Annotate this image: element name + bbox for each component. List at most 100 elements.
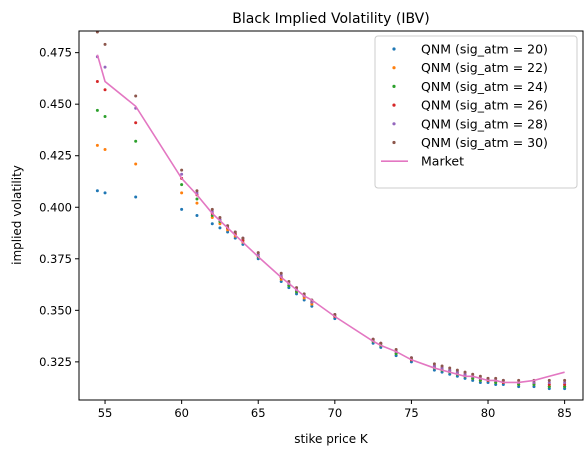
- qnm-point-5: [463, 372, 467, 376]
- legend-label-2: QNM (sig_atm = 22): [421, 60, 548, 75]
- x-tick-label: 55: [98, 406, 113, 420]
- qnm-point-1: [195, 214, 199, 217]
- qnm-point-6: [440, 364, 444, 368]
- qnm-point-3: [532, 383, 536, 387]
- legend: QNM (sig_atm = 20) QNM (sig_atm = 22) QNM …: [374, 35, 578, 189]
- y-tick-label: 0.400: [39, 200, 72, 214]
- qnm-point-3: [517, 383, 521, 387]
- qnm-point-4: [95, 80, 99, 84]
- qnm-point-6: [432, 362, 436, 366]
- qnm-point-6: [180, 168, 184, 172]
- qnm-point-1: [547, 387, 551, 391]
- qnm-point-1: [226, 230, 230, 234]
- qnm-point-6: [394, 347, 398, 351]
- qnm-point-2: [103, 148, 107, 152]
- qnm-point-1: [478, 380, 482, 384]
- qnm-point-1: [134, 195, 138, 199]
- x-tick-label: 65: [251, 406, 266, 420]
- qnm-point-5: [103, 65, 107, 69]
- qnm-point-5: [180, 172, 184, 176]
- plot-frame: [78, 30, 584, 401]
- qnm-point-6: [210, 207, 214, 211]
- qnm-point-5: [448, 368, 452, 372]
- qnm-point-6: [501, 378, 505, 382]
- x-tick-label: 80: [481, 406, 496, 420]
- qnm-point-1: [455, 374, 459, 378]
- qnm-point-3: [478, 378, 482, 382]
- qnm-point-1: [394, 354, 398, 358]
- qnm-point-6: [241, 236, 245, 240]
- chart-title: Black Implied Volatility (IBV): [232, 11, 429, 27]
- qnm-point-6: [494, 376, 498, 380]
- plot-area: [95, 30, 567, 391]
- qnm-point-2: [134, 162, 138, 166]
- qnm-point-4: [547, 383, 551, 387]
- qnm-point-1: [295, 292, 299, 296]
- qnm-point-6: [218, 216, 222, 220]
- qnm-point-1: [210, 222, 214, 226]
- y-tick-label: 0.375: [39, 252, 72, 266]
- qnm-point-6: [563, 378, 567, 382]
- legend-marker-6: [392, 140, 396, 145]
- qnm-point-5: [440, 366, 444, 370]
- qnm-point-3: [471, 376, 475, 380]
- legend-label-market: Market: [421, 154, 464, 169]
- legend-label-5: QNM (sig_atm = 28): [421, 116, 548, 131]
- qnm-point-1: [471, 378, 475, 382]
- qnm-point-6: [134, 94, 138, 98]
- qnm-point-3: [95, 108, 99, 112]
- qnm-point-1: [463, 376, 467, 380]
- qnm-point-4: [134, 121, 138, 125]
- qnm-point-4: [563, 383, 567, 387]
- qnm-point-1: [279, 279, 283, 283]
- x-axis-label: stike price K: [294, 432, 369, 446]
- qnm-point-6: [517, 378, 521, 382]
- qnm-point-1: [501, 383, 505, 387]
- x-tick-label: 70: [328, 406, 343, 420]
- qnm-point-1: [409, 360, 413, 364]
- qnm-point-5: [432, 364, 436, 368]
- qnm-point-3: [563, 385, 567, 389]
- qnm-point-6: [233, 230, 237, 234]
- qnm-point-3: [180, 183, 184, 187]
- y-tick-label: 0.350: [39, 303, 72, 317]
- legend-marker-3: [392, 84, 396, 88]
- qnm-point-3: [547, 385, 551, 389]
- legend-label-1: QNM (sig_atm = 20): [421, 42, 548, 57]
- qnm-point-6: [455, 368, 459, 372]
- qnm-point-1: [440, 370, 444, 374]
- qnm-point-1: [486, 380, 490, 384]
- qnm-point-6: [478, 374, 482, 378]
- qnm-point-3: [134, 139, 138, 143]
- market-line: [96, 54, 565, 384]
- qnm-point-6: [547, 378, 551, 382]
- qnm-point-2: [310, 302, 314, 306]
- qnm-point-2: [210, 216, 214, 220]
- qnm-point-6: [448, 366, 452, 370]
- qnm-point-6: [471, 372, 475, 376]
- qnm-point-1: [180, 207, 184, 211]
- legend-marker-1: [392, 47, 396, 51]
- qnm-point-5: [455, 370, 459, 374]
- qnm-point-1: [95, 189, 99, 193]
- qnm-point-2: [218, 222, 222, 226]
- y-tick-label: 0.425: [39, 149, 72, 163]
- legend-label-3: QNM (sig_atm = 24): [421, 79, 548, 94]
- legend-label-6: QNM (sig_atm = 30): [421, 135, 548, 150]
- qnm-point-3: [103, 115, 107, 119]
- y-tick-label: 0.325: [39, 355, 72, 369]
- qnm-point-6: [486, 376, 490, 380]
- qnm-point-1: [379, 345, 383, 349]
- y-axis-label: implied volatility: [10, 165, 24, 265]
- qnm-point-4: [103, 88, 107, 92]
- qnm-point-1: [517, 385, 521, 389]
- qnm-point-6: [195, 189, 199, 193]
- legend-marker-4: [392, 103, 396, 107]
- qnm-point-1: [287, 286, 291, 290]
- qnm-point-5: [563, 380, 567, 384]
- x-tick-label: 60: [174, 406, 189, 420]
- x-tick-label: 75: [404, 406, 419, 420]
- qnm-point-1: [218, 226, 222, 230]
- qnm-point-3: [195, 197, 199, 201]
